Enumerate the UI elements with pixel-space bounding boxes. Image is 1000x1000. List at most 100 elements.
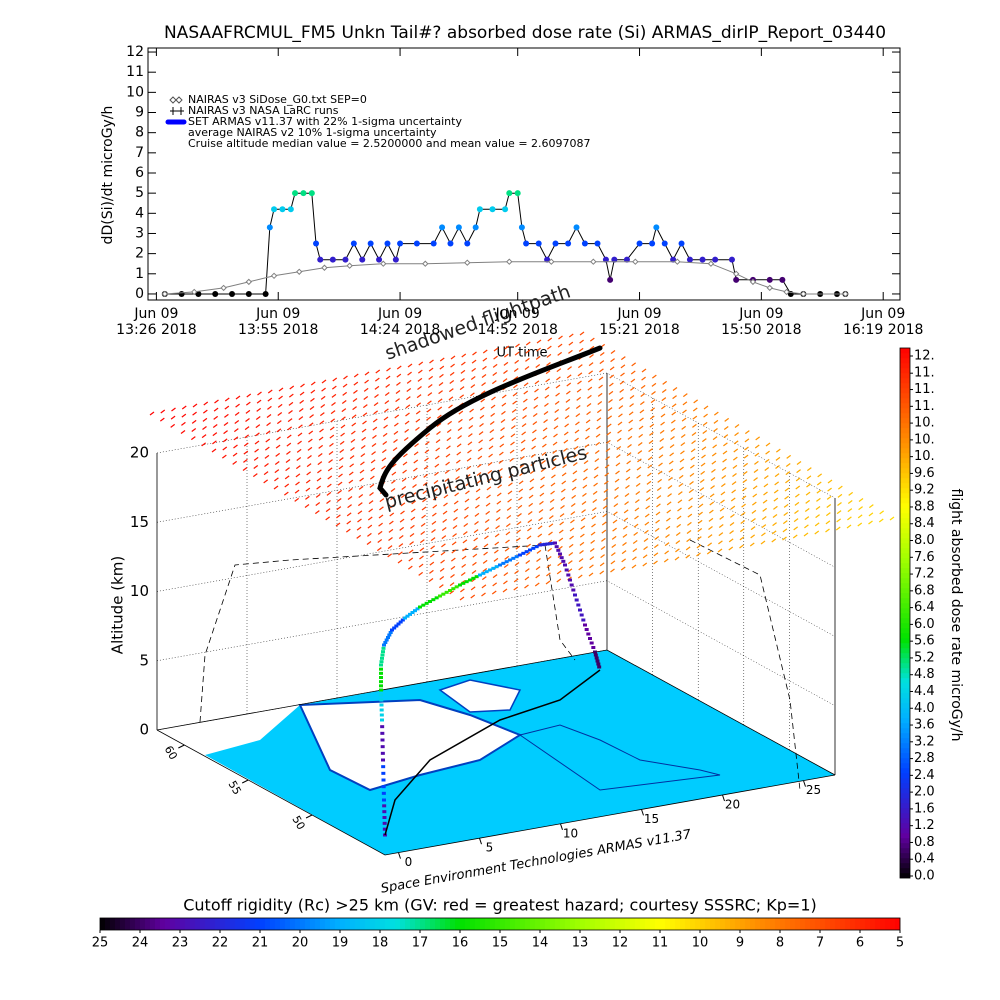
- colorbar-swatch: [900, 723, 910, 729]
- particle-arrow: [450, 574, 455, 578]
- dose-point: [342, 256, 349, 263]
- flight-segment: [390, 628, 394, 632]
- particle-arrow: [708, 517, 714, 522]
- flight-segment: [381, 650, 385, 654]
- colorbar-swatch: [150, 918, 156, 930]
- particle-arrow: [535, 574, 541, 579]
- nairas-point: [380, 260, 387, 267]
- particle-arrow: [465, 490, 470, 495]
- particle-arrow: [181, 421, 186, 426]
- particle-arrow: [868, 520, 873, 525]
- colorbar-swatch: [310, 918, 316, 930]
- nairas-point: [270, 272, 278, 280]
- particle-arrow: [224, 405, 230, 410]
- colorbar-swatch: [165, 918, 171, 930]
- particle-arrow: [659, 438, 665, 442]
- x3-tick-label: 25: [806, 783, 821, 797]
- flight-segment: [514, 555, 519, 559]
- particle-arrow: [687, 505, 693, 510]
- particle-arrow: [366, 541, 372, 545]
- colorbar-swatch: [580, 918, 586, 930]
- particle-arrow: [477, 455, 483, 460]
- particle-arrow: [235, 395, 241, 400]
- particle-arrow: [192, 411, 197, 416]
- particle-arrow: [275, 444, 281, 449]
- particle-arrow: [712, 444, 718, 449]
- particle-arrow: [672, 387, 678, 391]
- particle-arrow: [563, 447, 568, 452]
- particle-arrow: [610, 560, 616, 565]
- particle-arrow: [191, 419, 197, 424]
- particle-arrow: [794, 510, 799, 514]
- colorbar-swatch: [900, 558, 910, 564]
- colorbar-swatch: [615, 918, 621, 930]
- colorbar-swatch: [790, 918, 796, 930]
- particle-arrow: [518, 480, 524, 485]
- particle-arrow: [615, 462, 621, 467]
- particle-arrow: [421, 506, 427, 511]
- particle-arrow: [635, 491, 641, 495]
- particle-arrow: [287, 426, 293, 431]
- particle-arrow: [579, 339, 584, 344]
- particle-arrow: [634, 515, 639, 520]
- particle-arrow: [452, 525, 458, 529]
- colorbar-swatch: [100, 918, 106, 930]
- particle-arrow: [534, 388, 539, 393]
- particle-arrow: [253, 465, 259, 469]
- colorbar-swatch: [450, 918, 456, 930]
- colorbar-tick-label: 15: [492, 936, 509, 951]
- colorbar-swatch: [900, 493, 910, 499]
- dose-point: [245, 290, 252, 297]
- axis: [156, 729, 836, 856]
- particle-arrow: [535, 364, 541, 368]
- particle-arrow: [538, 517, 543, 522]
- particle-arrow: [785, 471, 791, 476]
- particle-arrow: [532, 413, 538, 417]
- particle-arrow: [507, 490, 513, 495]
- particle-arrow: [571, 486, 577, 491]
- particle-arrow: [632, 556, 637, 561]
- particle-arrow: [338, 457, 344, 462]
- flight-segment: [388, 631, 393, 634]
- particle-arrow: [478, 431, 484, 436]
- flight-segment: [484, 570, 489, 574]
- particle-arrow: [470, 392, 475, 397]
- particle-arrow: [719, 507, 725, 512]
- dose-point: [447, 240, 454, 247]
- particle-arrow: [454, 492, 460, 497]
- particle-arrow: [362, 412, 368, 417]
- particle-arrow: [319, 428, 324, 433]
- colorbar-swatch: [445, 918, 451, 930]
- particle-arrow: [568, 543, 574, 548]
- particle-arrow: [734, 432, 739, 437]
- particle-arrow: [449, 380, 455, 384]
- z-tick-label: 0: [139, 721, 149, 739]
- particle-arrow: [379, 506, 384, 511]
- particle-arrow: [384, 408, 389, 413]
- colorbar-tick-label: 12.: [914, 349, 935, 364]
- colorbar-tick-label: 2.8: [914, 751, 935, 766]
- particle-arrow: [317, 461, 323, 466]
- particle-arrow: [263, 471, 269, 476]
- particle-arrow: [458, 418, 463, 423]
- particle-arrow: [783, 503, 789, 508]
- particle-arrow: [487, 470, 493, 474]
- flight-segment: [380, 751, 385, 755]
- particle-arrow: [655, 511, 661, 516]
- particle-arrow: [408, 549, 414, 554]
- particle-arrow: [264, 463, 269, 467]
- particle-arrow: [488, 445, 494, 450]
- particle-arrow: [476, 472, 482, 476]
- particle-arrow: [664, 550, 670, 555]
- particle-arrow: [351, 422, 357, 427]
- colorbar-tick-label: 6: [856, 936, 864, 951]
- particle-arrow: [680, 450, 685, 455]
- colorbar-swatch: [900, 593, 910, 599]
- particle-arrow: [405, 404, 411, 409]
- particle-arrow: [149, 411, 155, 416]
- dose-point: [594, 240, 601, 247]
- nairas-point: [422, 260, 429, 267]
- particle-arrow: [654, 527, 660, 532]
- particle-arrow: [489, 421, 495, 425]
- particle-arrow: [497, 476, 503, 481]
